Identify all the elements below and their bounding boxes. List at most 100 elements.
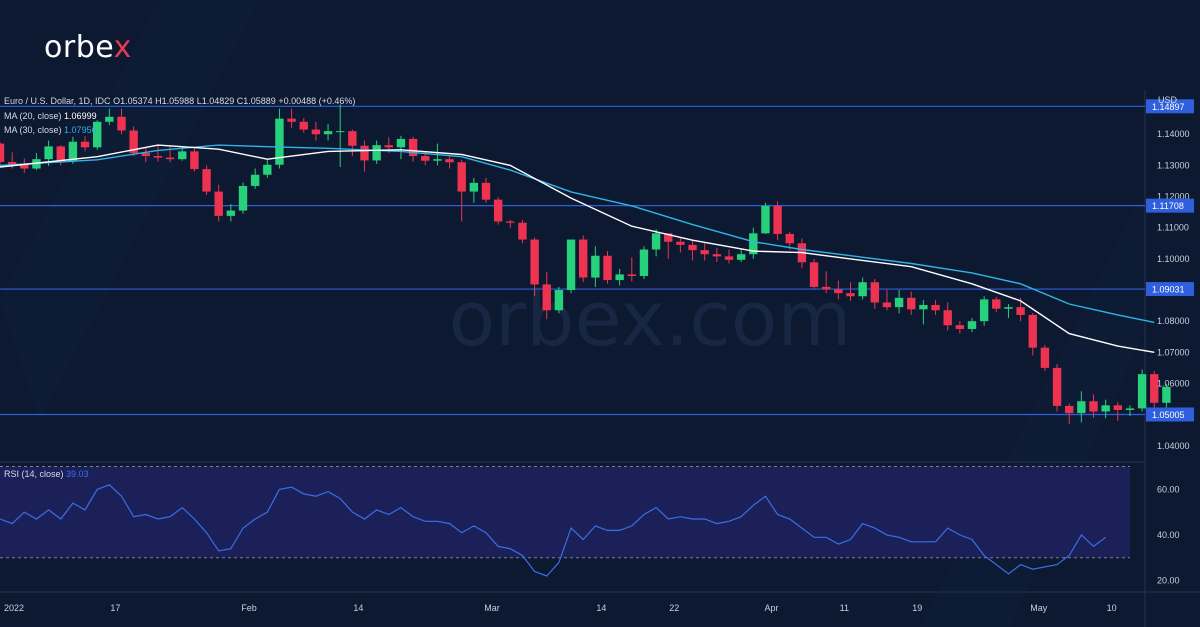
candle-body: [1065, 405, 1074, 414]
candle: [360, 140, 369, 172]
candle-body: [931, 304, 940, 311]
ma30-legend: MA (30, close) 1.07956: [4, 125, 97, 135]
candle-body: [421, 156, 430, 161]
candle-body: [846, 293, 855, 297]
candle: [615, 268, 624, 286]
candle: [979, 296, 989, 326]
candle: [773, 201, 782, 241]
candle: [700, 243, 709, 261]
price-tick-label: 1.12000: [1157, 192, 1190, 202]
time-tick-label: 14: [353, 603, 363, 613]
candle-body: [384, 145, 393, 148]
candle: [469, 177, 479, 203]
candle: [372, 140, 381, 164]
ma30-line: [0, 144, 1155, 324]
candle: [651, 229, 661, 257]
candle: [214, 184, 223, 222]
candle-body: [117, 116, 126, 131]
candle: [323, 123, 333, 141]
candle-body: [1101, 405, 1110, 412]
candle-body: [882, 302, 892, 308]
candle: [1089, 394, 1098, 418]
candle-body: [93, 121, 102, 148]
candle-body: [469, 182, 479, 192]
ma20-legend: MA (20, close) 1.06999: [4, 111, 97, 121]
rsi-axis-ticks: 60.00 40.00 20.00: [1157, 484, 1180, 585]
candle: [287, 108, 296, 129]
candle-body: [214, 191, 223, 216]
price-tick-label: 1.13000: [1157, 160, 1190, 170]
candle-body: [178, 151, 187, 160]
candle: [761, 202, 770, 234]
candle: [736, 249, 746, 262]
candle-body: [287, 118, 296, 122]
price-tick-label: 1.08000: [1157, 316, 1190, 326]
candle-body: [336, 131, 345, 133]
candle-body: [518, 222, 527, 240]
candle-body: [481, 182, 491, 200]
candle: [396, 135, 406, 160]
rsi-tick-label: 20.00: [1157, 576, 1180, 586]
candle: [822, 271, 831, 294]
candle: [894, 290, 904, 314]
candle: [311, 121, 321, 141]
candle: [1052, 364, 1062, 412]
rsi-legend: RSI (14, close) 39.03: [4, 469, 89, 479]
candle: [834, 280, 843, 300]
time-tick-label: 11: [840, 603, 849, 613]
candle: [1004, 304, 1013, 319]
time-tick-label: Apr: [764, 603, 778, 613]
candle: [202, 165, 211, 195]
candle: [336, 104, 345, 167]
candle-body: [238, 185, 248, 211]
candle-body: [263, 164, 272, 175]
candle: [542, 271, 551, 320]
candle-body: [1028, 314, 1037, 348]
candle-body: [591, 255, 600, 278]
candle-body: [323, 131, 333, 135]
close-value: C1.05889: [236, 96, 276, 106]
level-label-box: [1146, 282, 1194, 297]
candle: [20, 158, 29, 173]
candle-body: [0, 143, 5, 162]
candle-body: [408, 138, 418, 157]
candle: [0, 141, 5, 166]
candle-body: [68, 141, 78, 162]
time-tick-label: Mar: [484, 603, 500, 613]
candle-body: [700, 250, 709, 255]
ma30-value: 1.07956: [64, 125, 97, 135]
background-sheen: [0, 0, 260, 420]
candle-body: [809, 262, 819, 287]
candle: [250, 168, 260, 189]
rsi-tick-label: 40.00: [1157, 530, 1180, 540]
candle: [530, 237, 539, 297]
candle-body: [907, 297, 916, 310]
price-tick-label: 1.04000: [1157, 441, 1190, 451]
candle-body: [360, 145, 369, 161]
candle: [992, 296, 1001, 312]
candle: [299, 118, 308, 133]
candle-body: [688, 244, 697, 251]
time-tick-label: 14: [596, 603, 606, 613]
candle: [445, 156, 454, 169]
candle: [1065, 403, 1074, 424]
candle: [591, 246, 600, 287]
candle-body: [979, 299, 989, 322]
candle-body: [627, 274, 636, 276]
candle: [955, 321, 965, 334]
candle-body: [348, 131, 357, 146]
candle-body: [822, 286, 831, 290]
candle-body: [615, 274, 624, 281]
candle-body: [664, 233, 673, 242]
candle-body: [1125, 408, 1135, 410]
candle-body: [1016, 307, 1025, 315]
ma20-line: [0, 144, 1155, 353]
candle: [858, 277, 867, 300]
candle-body: [1052, 367, 1062, 406]
rsi-label: RSI (14, close): [4, 469, 64, 479]
candle: [785, 232, 794, 250]
candle: [93, 120, 102, 150]
candle: [153, 144, 163, 162]
candle-body: [603, 255, 612, 281]
